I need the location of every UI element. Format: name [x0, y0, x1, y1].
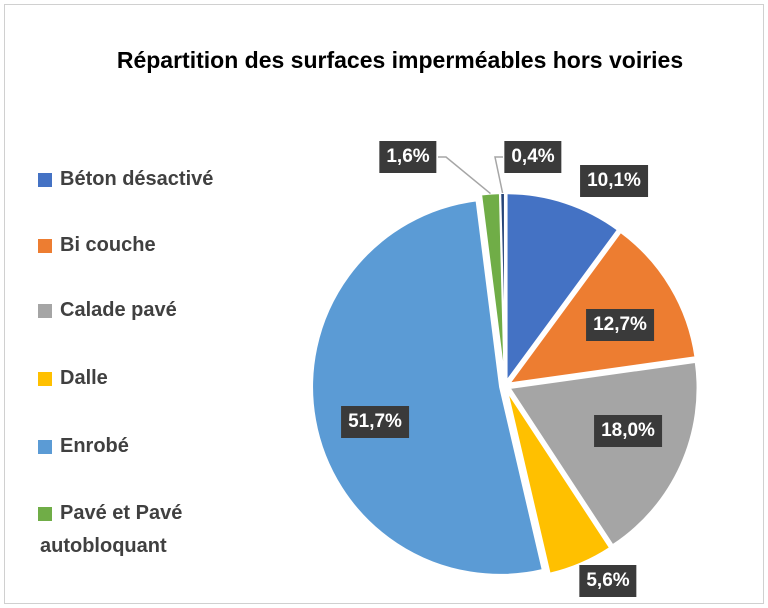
data-label: 5,6% — [579, 565, 637, 597]
legend-swatch — [38, 440, 52, 454]
pie-slice — [505, 192, 620, 385]
legend-label: Enrobé — [60, 435, 129, 457]
data-label: 0,4% — [504, 141, 562, 173]
chart-title: Répartition des surfaces imperméables ho… — [116, 47, 684, 73]
legend-label: Pavé et Pavé autobloquant — [40, 502, 183, 557]
legend-entry: Béton désactivé — [38, 163, 230, 196]
legend-swatch — [38, 304, 52, 318]
legend-swatch — [38, 239, 52, 253]
pie-slice — [311, 199, 544, 576]
legend-swatch — [38, 507, 52, 521]
legend-label: Dalle — [60, 367, 108, 389]
pie-slice — [507, 230, 697, 385]
legend-entry: Bi couche — [38, 229, 230, 262]
legend-swatch — [38, 372, 52, 386]
legend-label: Bi couche — [60, 234, 156, 256]
legend-label: Calade pavé — [60, 299, 177, 321]
legend-swatch — [38, 173, 52, 187]
leader-line — [494, 156, 504, 194]
data-label: 51,7% — [341, 406, 409, 438]
leader-line — [438, 156, 491, 195]
pie-slice — [505, 390, 612, 575]
legend-entry: Calade pavé — [38, 294, 230, 327]
data-label: 18,0% — [594, 415, 662, 447]
legend-entry: Enrobé — [38, 430, 230, 463]
pie-slice — [507, 360, 699, 547]
legend-entry: Pavé et Pavé autobloquant — [38, 497, 230, 563]
legend-entry: Dalle — [38, 362, 230, 395]
data-label: 10,1% — [580, 165, 648, 197]
data-label: 12,7% — [586, 309, 654, 341]
chart-frame — [4, 4, 764, 604]
data-label: 1,6% — [379, 141, 437, 173]
legend-label: Béton désactivé — [60, 168, 214, 190]
